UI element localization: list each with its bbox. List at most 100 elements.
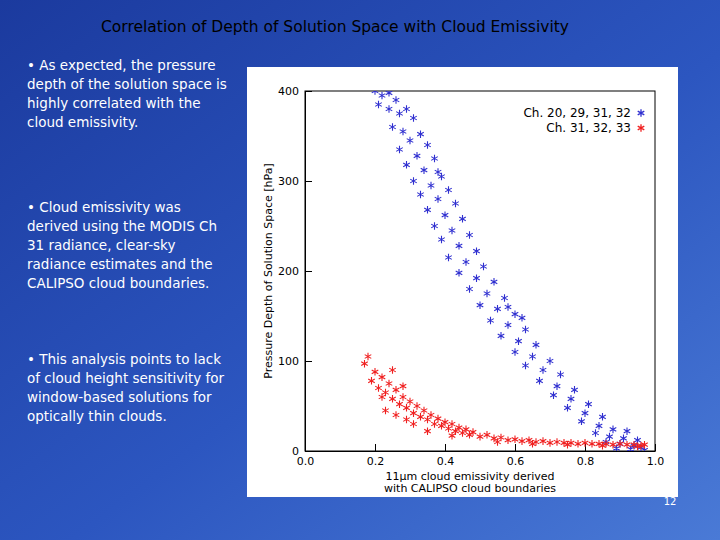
x-axis-tick: 0.2	[367, 444, 385, 468]
point	[470, 428, 477, 436]
point	[386, 91, 393, 97]
x-axis-tick: 0.6	[507, 444, 525, 468]
point	[599, 442, 606, 450]
y-axis-tick: 200	[278, 265, 312, 278]
point	[585, 400, 592, 408]
point	[382, 389, 389, 397]
point	[428, 411, 435, 419]
point	[435, 415, 442, 423]
point	[396, 146, 403, 154]
point	[473, 274, 480, 282]
slide-title: Correlation of Depth of Solution Space w…	[101, 18, 569, 36]
point	[505, 303, 512, 311]
point	[424, 141, 431, 149]
point	[410, 420, 417, 428]
point	[529, 440, 536, 448]
point	[393, 411, 400, 419]
point	[379, 393, 386, 401]
point	[498, 434, 505, 442]
point	[536, 377, 543, 385]
point	[372, 91, 379, 95]
point	[400, 393, 407, 401]
point	[624, 441, 631, 449]
point	[606, 433, 613, 441]
point	[505, 321, 512, 329]
point	[522, 326, 529, 334]
point	[410, 114, 417, 122]
legend-marker	[638, 124, 645, 132]
y-axis-tick-mark	[305, 181, 312, 182]
point	[459, 215, 466, 223]
point	[494, 438, 501, 446]
point	[403, 161, 410, 169]
point	[477, 433, 484, 441]
legend-label: Ch. 31, 32, 33	[546, 121, 631, 135]
point	[389, 366, 396, 374]
point	[382, 407, 389, 415]
point	[379, 92, 386, 100]
x-axis-title: 11μm cloud emissivity derivedwith CALIPS…	[384, 470, 556, 495]
y-axis-tick: 300	[278, 175, 312, 188]
x-axis-tick-label: 0.6	[507, 455, 525, 468]
point	[564, 404, 571, 412]
point	[480, 263, 487, 271]
point	[421, 166, 428, 174]
x-axis-tick-mark	[445, 444, 446, 451]
point	[575, 440, 582, 448]
point	[599, 413, 606, 421]
point	[620, 435, 627, 443]
legend-item: Ch. 20, 29, 31, 32	[523, 106, 644, 120]
point	[582, 439, 589, 447]
x-axis-tick-label: 0.8	[577, 455, 595, 468]
legend-marker	[638, 109, 645, 117]
point	[529, 353, 536, 361]
y-axis-tick-label: 0	[292, 445, 299, 458]
point	[540, 437, 547, 445]
point	[578, 418, 585, 426]
point	[449, 432, 456, 440]
point	[410, 177, 417, 185]
point	[403, 105, 410, 113]
point	[627, 445, 634, 451]
point	[550, 391, 557, 399]
point	[519, 314, 526, 322]
x-axis-tick-mark	[515, 444, 516, 451]
x-axis-tick-label: 0.2	[367, 455, 385, 468]
point	[449, 420, 456, 428]
point	[372, 368, 379, 376]
point	[610, 426, 617, 434]
point	[498, 332, 505, 340]
y-axis: 0 100 200 300 400	[278, 85, 312, 458]
point	[564, 441, 571, 449]
point	[361, 360, 368, 368]
point	[393, 96, 400, 104]
y-axis-tick: 100	[278, 355, 312, 368]
x-axis-title-line: with CALIPSO cloud boundaries	[384, 482, 556, 495]
point	[473, 247, 480, 255]
point	[624, 427, 631, 435]
point	[407, 398, 414, 406]
y-axis-tick: 0	[292, 445, 312, 458]
point	[487, 317, 494, 325]
point	[431, 222, 438, 230]
point	[522, 362, 529, 370]
plot-frame	[305, 91, 655, 451]
point	[512, 436, 519, 444]
point	[463, 426, 470, 434]
legend-item: Ch. 31, 32, 33	[546, 121, 644, 135]
point	[424, 206, 431, 214]
point	[456, 269, 463, 277]
point	[389, 123, 396, 131]
point	[386, 105, 393, 113]
page-number: 12	[664, 496, 677, 507]
point	[641, 441, 648, 449]
point	[484, 431, 491, 439]
point	[414, 152, 421, 160]
point	[445, 186, 452, 194]
y-axis-tick-label: 100	[278, 355, 299, 368]
legend-label: Ch. 20, 29, 31, 32	[523, 106, 631, 120]
point	[431, 155, 438, 163]
point	[396, 110, 403, 118]
point	[547, 357, 554, 365]
y-axis-tick-label: 400	[278, 85, 299, 98]
